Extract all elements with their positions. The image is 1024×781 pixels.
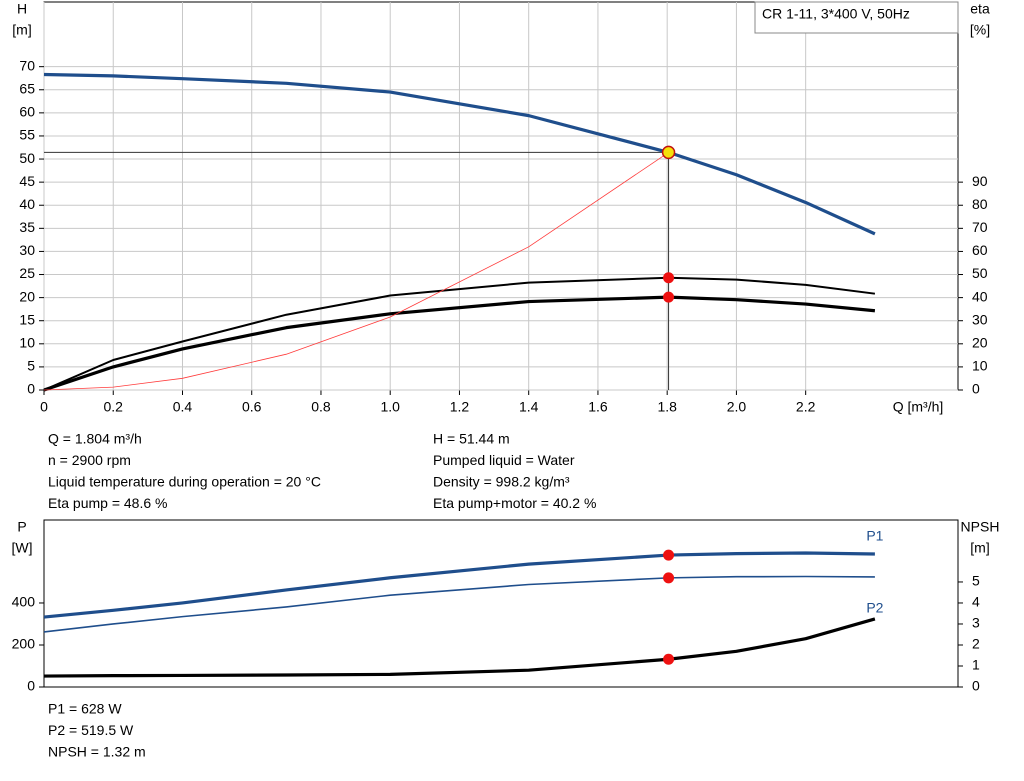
plot-frame [43, 519, 959, 688]
y2-tick-label: 30 [972, 311, 988, 327]
series-line [43, 72, 876, 236]
y-tick-label: 5 [27, 358, 35, 374]
series-line [43, 575, 875, 633]
series-line [43, 295, 876, 392]
y-tick-label: 400 [12, 594, 36, 610]
y-tick-label: 35 [19, 219, 35, 235]
series-line [43, 152, 669, 391]
y2-tick-label: 50 [972, 265, 988, 281]
y2-tick-label: 10 [972, 358, 988, 374]
y2-tick-label: 5 [972, 573, 980, 589]
x-tick-label: 1.2 [450, 399, 470, 415]
y2-tick-label: 3 [972, 615, 980, 631]
title-box [754, 1, 959, 34]
chart-title: CR 1-11, 3*400 V, 50Hz [762, 6, 910, 22]
y2-tick-label: 40 [972, 288, 988, 304]
y-tick-label: 65 [19, 80, 35, 96]
y-axis-label: P [17, 519, 26, 535]
y-tick-label: 70 [19, 57, 35, 73]
y-tick-label: 0 [27, 381, 35, 397]
y-tick-label: 50 [19, 150, 35, 166]
y2-axis-label: NPSH [961, 519, 1000, 535]
info-text: Eta pump+motor = 40.2 % [433, 495, 596, 511]
x-tick-label: 1.0 [380, 399, 400, 415]
y2-tick-label: 1 [972, 657, 980, 673]
operating-point [661, 145, 676, 160]
y2-tick-label: 20 [972, 335, 988, 351]
y2-tick-label: 2 [972, 636, 980, 652]
y2-axis-label: eta [970, 1, 990, 17]
info-text: Pumped liquid = Water [433, 452, 575, 468]
y-tick-label: 15 [19, 311, 35, 327]
x-tick-label: 1.6 [588, 399, 608, 415]
x-tick-label: 2.2 [796, 399, 816, 415]
y2-tick-label: 60 [972, 242, 988, 258]
x-tick-label: 0.2 [104, 399, 124, 415]
x-tick-label: 1.4 [519, 399, 539, 415]
y2-tick-label: 0 [972, 381, 980, 397]
y-tick-label: 45 [19, 173, 35, 189]
y-axis-unit: [W] [12, 540, 33, 556]
info-text: Q = 1.804 m³/h [48, 431, 142, 447]
y-tick-label: 200 [12, 636, 36, 652]
series-line [43, 276, 876, 391]
info-text: Liquid temperature during operation = 20… [48, 474, 321, 490]
info-text: Density = 998.2 kg/m³ [433, 474, 570, 490]
y-tick-label: 0 [27, 678, 35, 694]
y-axis-unit: [m] [12, 22, 31, 38]
info-text: H = 51.44 m [433, 431, 510, 447]
y-tick-label: 60 [19, 104, 35, 120]
y-axis-label: H [17, 1, 27, 17]
y2-tick-label: 70 [972, 219, 988, 235]
x-tick-label: 0 [40, 399, 48, 415]
y2-tick-label: 4 [972, 594, 980, 610]
operating-point [663, 291, 675, 303]
y2-tick-label: 0 [972, 678, 980, 694]
info-text: P1 = 628 W [48, 701, 122, 717]
series-label: P1 [866, 528, 883, 544]
y-tick-label: 10 [19, 335, 35, 351]
operating-point [663, 549, 675, 561]
series-line [43, 617, 876, 678]
y-tick-label: 40 [19, 196, 35, 212]
operating-point [663, 572, 675, 584]
x-tick-label: 2.0 [727, 399, 747, 415]
info-text: P2 = 519.5 W [48, 722, 134, 738]
y2-axis-unit: [m] [970, 540, 989, 556]
y2-axis-unit: [%] [970, 22, 990, 38]
operating-point [663, 272, 675, 284]
info-text: NPSH = 1.32 m [48, 744, 146, 760]
x-tick-label: 1.8 [657, 399, 677, 415]
y2-tick-label: 80 [972, 196, 988, 212]
x-tick-label: 0.8 [311, 399, 331, 415]
series-label: P2 [866, 600, 883, 616]
y-tick-label: 55 [19, 127, 35, 143]
x-tick-label: 0.4 [173, 399, 193, 415]
x-tick-label: 0.6 [242, 399, 262, 415]
series-line [43, 551, 875, 619]
y2-tick-label: 90 [972, 173, 988, 189]
y-tick-label: 20 [19, 288, 35, 304]
y-tick-label: 25 [19, 265, 35, 281]
plot-frame [43, 1, 959, 391]
operating-point [663, 653, 675, 665]
info-text: Eta pump = 48.6 % [48, 495, 167, 511]
y-tick-label: 30 [19, 242, 35, 258]
x-axis-label: Q [m³/h] [893, 399, 944, 415]
info-text: n = 2900 rpm [48, 452, 131, 468]
